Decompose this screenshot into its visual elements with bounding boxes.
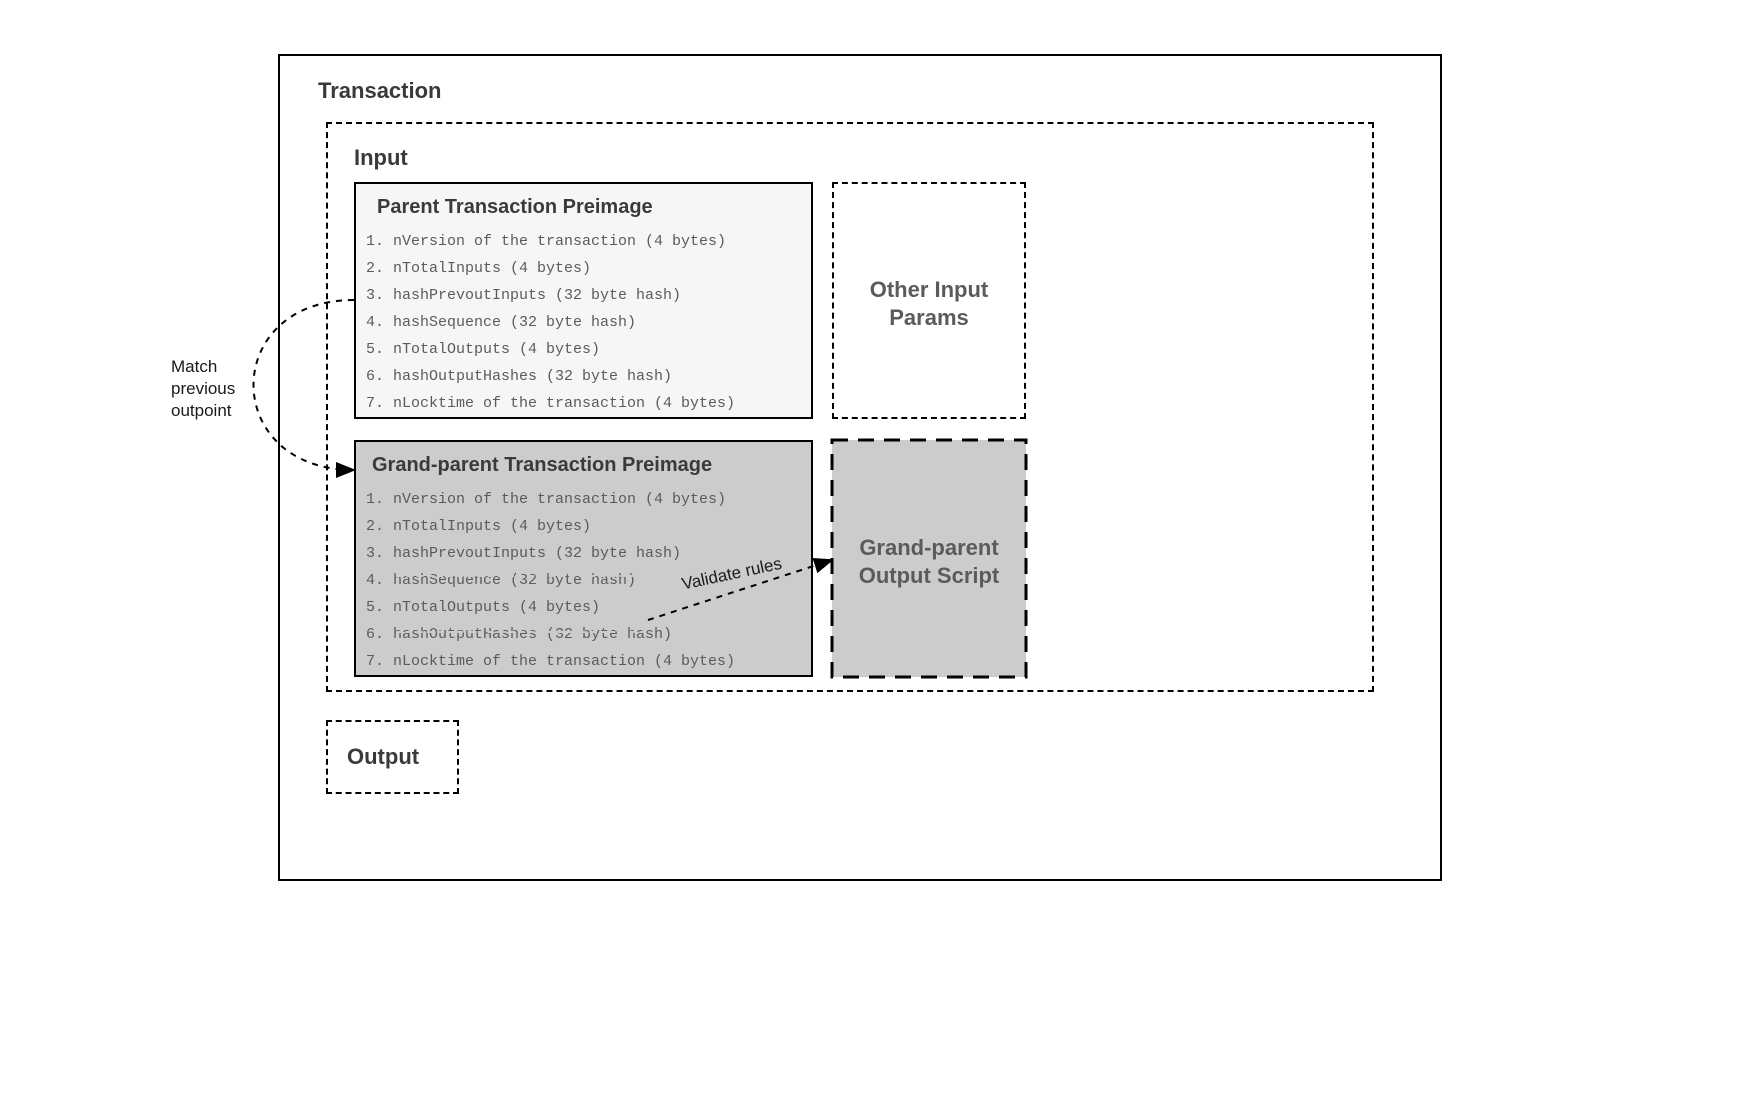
highlight-hash-outputs (376, 575, 646, 633)
match-previous-outpoint-annotation: Match previous outpoint (171, 356, 235, 422)
list-item: 1. nVersion of the transaction (4 bytes) (366, 228, 735, 255)
anno-line-3: outpoint (171, 401, 232, 420)
list-item: 7. nLocktime of the transaction (4 bytes… (366, 390, 735, 417)
transaction-title: Transaction (318, 78, 441, 104)
list-item: 1. nVersion of the transaction (4 bytes) (366, 486, 735, 513)
list-item: 3. hashPrevoutInputs (32 byte hash) (366, 282, 735, 309)
diagram-canvas: { "canvas": { "width": 1746, "height": 1… (0, 0, 1746, 1099)
other-input-params-label: Other Input Params (832, 276, 1026, 332)
input-title: Input (354, 145, 408, 171)
list-item: 5. nTotalOutputs (4 bytes) (366, 336, 735, 363)
list-item: 7. nLocktime of the transaction (4 bytes… (366, 648, 735, 675)
output-title: Output (347, 744, 419, 770)
parent-preimage-title: Parent Transaction Preimage (377, 196, 653, 219)
label-line-1: Other Input (870, 277, 989, 302)
label-line-2: Params (889, 305, 969, 330)
list-item: 2. nTotalInputs (4 bytes) (366, 513, 735, 540)
label-line-2: Output Script (859, 563, 1000, 588)
anno-line-2: previous (171, 379, 235, 398)
list-item: 3. hashPrevoutInputs (32 byte hash) (366, 540, 735, 567)
grandparent-preimage-title: Grand-parent Transaction Preimage (372, 454, 712, 477)
gp-output-script-label: Grand-parent Output Script (832, 534, 1026, 590)
label-line-1: Grand-parent (859, 535, 998, 560)
list-item: 4. hashSequence (32 byte hash) (366, 309, 735, 336)
anno-line-1: Match (171, 357, 217, 376)
parent-preimage-list: 1. nVersion of the transaction (4 bytes)… (366, 228, 735, 417)
list-item: 2. nTotalInputs (4 bytes) (366, 255, 735, 282)
list-item: 6. hashOutputHashes (32 byte hash) (366, 363, 735, 390)
